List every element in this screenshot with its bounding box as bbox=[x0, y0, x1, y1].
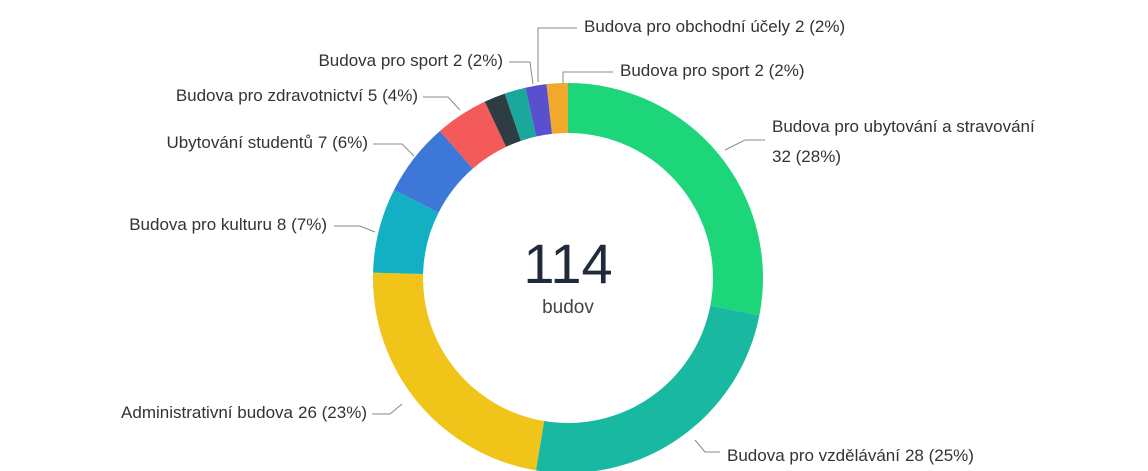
label-value: 5 (4%) bbox=[368, 86, 418, 105]
label-value: 2 (2%) bbox=[453, 51, 503, 70]
leader-line bbox=[724, 139, 765, 151]
data-label: Budova pro vzdělávání 28 (25%) bbox=[727, 446, 974, 465]
donut-segment bbox=[439, 101, 507, 169]
label-name: Budova pro kulturu bbox=[129, 215, 272, 234]
label-name: Budova pro sport bbox=[318, 51, 448, 70]
data-label: Budova pro kulturu 8 (7%) bbox=[129, 215, 327, 234]
label-value: 26 (23%) bbox=[298, 403, 367, 422]
donut-segment bbox=[373, 189, 439, 275]
label-value: 28 (25%) bbox=[905, 446, 974, 465]
label-value: 7 (6%) bbox=[318, 133, 368, 152]
data-label: Budova pro sport 2 (2%) bbox=[620, 61, 805, 80]
leader-line bbox=[694, 439, 720, 453]
donut-segment bbox=[484, 93, 521, 147]
donut-segment bbox=[535, 305, 760, 471]
leader-line bbox=[509, 61, 534, 85]
donut-segment bbox=[525, 84, 553, 137]
label-name: Budova pro vzdělávání bbox=[727, 446, 900, 465]
center-value: 114 bbox=[523, 232, 612, 295]
data-label: Budova pro obchodní účely 2 (2%) bbox=[584, 17, 845, 36]
data-label: Budova pro sport 2 (2%) bbox=[318, 51, 503, 70]
data-label: Budova pro zdravotnictví 5 (4%) bbox=[176, 86, 418, 105]
donut-segment bbox=[568, 83, 763, 316]
leader-line bbox=[423, 96, 461, 111]
label-value: 2 (2%) bbox=[754, 61, 804, 80]
donut-segment bbox=[394, 130, 473, 213]
donut-segment bbox=[504, 87, 537, 141]
leader-line bbox=[562, 71, 613, 84]
leader-line bbox=[537, 27, 577, 82]
data-label: Administrativní budova 26 (23%) bbox=[121, 403, 367, 422]
label-name: Administrativní budova bbox=[121, 403, 294, 422]
label-name: Budova pro ubytování a stravování bbox=[772, 117, 1035, 136]
leader-line bbox=[372, 403, 403, 415]
donut-segment bbox=[546, 83, 568, 134]
label-name: Budova pro sport bbox=[620, 61, 750, 80]
center-label: budov bbox=[542, 297, 594, 318]
data-label: Ubytování studentů 7 (6%) bbox=[166, 133, 368, 152]
label-name: Ubytování studentů bbox=[166, 133, 312, 152]
label-value: 32 (28%) bbox=[772, 147, 841, 166]
data-label: Budova pro ubytování a stravování 32 (28%… bbox=[772, 117, 1035, 166]
label-name: Budova pro obchodní účely bbox=[584, 17, 791, 36]
leader-line bbox=[334, 225, 376, 233]
label-value: 8 (7%) bbox=[277, 215, 327, 234]
label-name: Budova pro zdravotnictví bbox=[176, 86, 363, 105]
donut-segment bbox=[373, 272, 545, 471]
label-value: 2 (2%) bbox=[795, 17, 845, 36]
leader-line bbox=[373, 143, 415, 157]
